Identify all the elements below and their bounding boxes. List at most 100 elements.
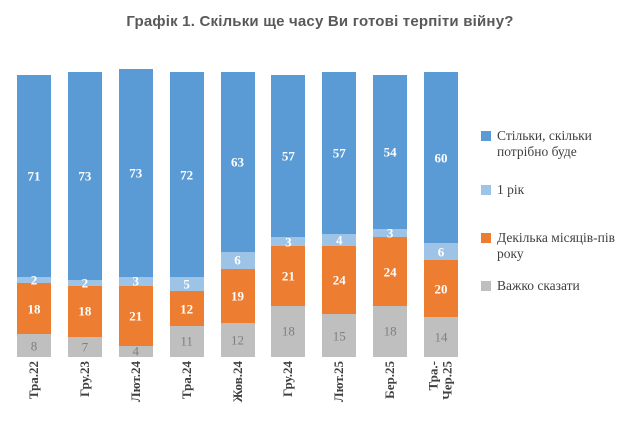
legend-item: Важко сказати	[481, 278, 639, 294]
bar-value-label: 12	[180, 301, 194, 317]
bar-value-label: 15	[332, 328, 346, 344]
bar-value-label: 2	[30, 272, 38, 288]
x-axis-label-cell: Лют.25	[322, 360, 356, 422]
bar-segment: 73	[67, 72, 102, 281]
legend-swatch-icon	[481, 280, 491, 291]
bar-value-label: 4	[132, 343, 140, 359]
bar-value-label: 3	[132, 273, 140, 289]
legend-item: Декілька місяців-пів року	[481, 230, 639, 262]
bar-segment: 24	[322, 245, 357, 315]
bar-segment: 73	[118, 69, 153, 278]
x-axis-label-cell: Тра.24	[170, 360, 204, 422]
bar-segment: 3	[271, 234, 306, 250]
bar-segment: 4	[322, 232, 357, 248]
bar-segment: 18	[271, 305, 306, 357]
bar-segment: 21	[271, 245, 306, 306]
stacked-bar: 63 6 19 12	[220, 72, 255, 357]
x-axis-label: Гру.23	[76, 361, 92, 397]
bar-value-label: 12	[231, 332, 244, 348]
bar-segment: 7	[67, 337, 102, 357]
bar-segment: 2	[67, 276, 102, 289]
bar-segment: 6	[424, 243, 458, 261]
x-axis-label-cell: Бер.25	[373, 360, 407, 422]
x-axis-labels: Тра.22 Гру.23 Лют.24 Тра.24 Жов.24 Гру.24 Лют.…	[17, 360, 458, 422]
bar-value-label: 71	[27, 168, 41, 184]
bar-segment: 15	[322, 314, 357, 357]
bar-segment: 71	[17, 74, 51, 278]
stacked-bar: 57 3 21 18	[271, 74, 306, 357]
bar-segment: 63	[220, 72, 255, 252]
bar-value-label: 63	[231, 154, 244, 170]
bar-segment: 20	[424, 260, 458, 318]
bar-segment: 12	[169, 291, 204, 326]
bar-segment: 18	[373, 305, 408, 357]
bar-segment: 19	[220, 268, 255, 323]
stacked-bar: 71 2 18 8	[17, 74, 51, 357]
bar-segment: 18	[17, 282, 51, 335]
bar-segment: 24	[373, 237, 408, 306]
stacked-bar: 73 2 18 7	[67, 72, 102, 357]
bar-value-label: 54	[383, 144, 397, 160]
bar-segment: 3	[118, 273, 153, 289]
x-axis-label: Лют.24	[127, 361, 143, 403]
bar-value-label: 3	[285, 234, 292, 250]
bar-value-label: 8	[30, 338, 38, 354]
bar-value-label: 24	[383, 264, 397, 279]
legend-swatch-icon	[481, 232, 491, 243]
legend: Стільки, скільки потрібно буде 1 рік Декіл…	[481, 128, 639, 294]
bar-value-label: 24	[332, 272, 346, 288]
legend-label: 1 рік	[497, 182, 525, 198]
bar-segment: 6	[220, 251, 255, 269]
bar-value-label: 6	[437, 244, 445, 260]
bar-segment: 2	[17, 274, 51, 287]
x-axis-label-cell: Тра.22	[17, 360, 51, 422]
bar-segment: 54	[373, 74, 408, 229]
bar-value-label: 18	[281, 323, 295, 339]
bar-segment: 11	[169, 325, 204, 357]
x-axis-label: Лют.25	[331, 361, 347, 403]
bar-segment: 4	[118, 343, 153, 359]
bar-value-label: 57	[281, 148, 295, 164]
x-axis-label-cell: Гру.24	[271, 360, 305, 422]
x-axis-label-cell: Лют.24	[119, 360, 153, 422]
bar-value-label: 3	[386, 225, 394, 241]
x-axis-label-cell: Гру.23	[68, 360, 102, 422]
bar-value-label: 21	[281, 268, 295, 284]
x-axis-label: Бер.25	[381, 361, 397, 399]
x-axis-label: Тра.- Чер.25	[425, 361, 455, 400]
bar-value-label: 18	[383, 323, 397, 339]
bar-segment: 72	[169, 72, 204, 278]
bar-segment: 12	[220, 322, 255, 357]
x-axis-label: Тра.24	[178, 361, 194, 400]
legend-item: Стільки, скільки потрібно буде	[481, 128, 639, 160]
legend-label: Декілька місяців-пів року	[497, 229, 615, 261]
bar-value-label: 18	[78, 303, 92, 319]
stacked-bar: 73 3 21 4	[118, 69, 153, 359]
bar-value-label: 57	[332, 145, 346, 161]
stacked-bar: 72 5 12 11	[169, 72, 204, 357]
bar-segment: 57	[271, 74, 306, 238]
bar-value-label: 73	[129, 165, 143, 181]
bar-segment: 5	[169, 276, 204, 292]
bar-value-label: 21	[129, 308, 143, 324]
stacked-bar: 60 6 20 14	[424, 72, 458, 357]
bar-segment: 21	[118, 285, 153, 346]
bar-segment: 60	[424, 72, 458, 244]
stacked-bar: 57 4 24 15	[322, 72, 357, 357]
legend-item: 1 рік	[481, 182, 639, 198]
x-axis-label-cell: Жов.24	[221, 360, 255, 422]
bar-value-label: 72	[180, 167, 194, 183]
bar-segment: 57	[322, 72, 357, 235]
legend-label: Важко сказати	[497, 277, 580, 293]
x-axis-label: Тра.22	[25, 361, 41, 400]
legend-swatch-icon	[481, 131, 491, 141]
bar-value-label: 4	[336, 232, 343, 248]
bar-value-label: 5	[183, 276, 190, 292]
legend-swatch-icon	[481, 185, 491, 196]
bar-value-label: 7	[81, 339, 89, 355]
bar-value-label: 14	[434, 329, 448, 345]
chart-title: Графік 1. Скільки ще часу Ви готові терп…	[126, 13, 514, 30]
x-axis-label-cell: Тра.- Чер.25	[424, 360, 458, 422]
bar-value-label: 60	[434, 150, 448, 166]
